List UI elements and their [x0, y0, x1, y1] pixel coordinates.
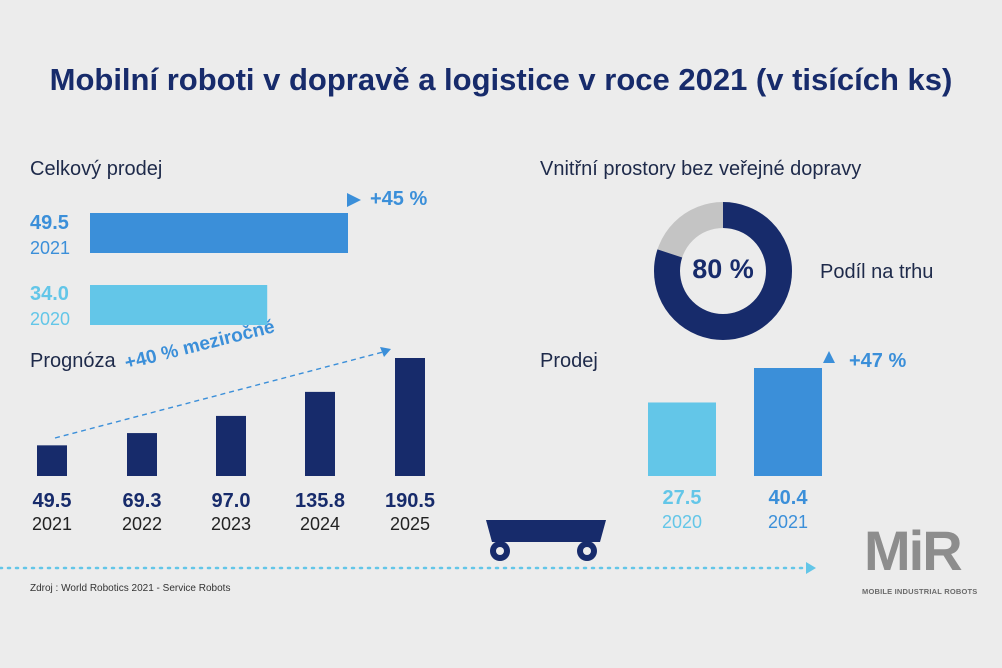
trend-arrowhead-icon [380, 347, 391, 357]
total-sales-value-2021: 49.5 [30, 212, 69, 234]
forecast-bar-2021 [37, 445, 67, 476]
forecast-title: Prognóza [30, 350, 116, 372]
forecast-value-2023: 97.0 [211, 490, 251, 512]
forecast-value-2022: 69.3 [122, 490, 162, 512]
forecast-bar-2024 [305, 391, 335, 476]
robot-hub-right-icon [583, 547, 591, 555]
mir-logo: MiR MOBILE INDUSTRIAL ROBOTS [862, 518, 992, 596]
sales-title: Prodej [540, 350, 598, 372]
total-sales-bar-2021 [90, 213, 348, 253]
growth-arrow-icon [347, 193, 361, 207]
forecast-year-2024: 2024 [299, 514, 341, 534]
timeline-arrow-icon [806, 562, 816, 574]
total-sales-value-2020: 34.0 [30, 283, 69, 305]
market-share-value: 80 % [692, 254, 754, 284]
indoor-title: Vnitřní prostory bez veřejné dopravy [540, 158, 862, 180]
forecast-year-2022: 2022 [121, 514, 163, 534]
forecast-year-2025: 2025 [389, 514, 431, 534]
total-sales-title: Celkový prodej [30, 158, 163, 180]
total-sales-year-2020: 2020 [30, 309, 71, 329]
forecast-value-2021: 49.5 [32, 490, 72, 512]
forecast-trend-line [54, 351, 384, 439]
market-share-label: Podíl na trhu [820, 261, 934, 283]
logo-subtitle: MOBILE INDUSTRIAL ROBOTS [862, 587, 978, 596]
sales-bar-2021 [754, 368, 822, 476]
page-title: Mobilní roboti v dopravě a logistice v r… [49, 62, 953, 97]
forecast-bar-2025 [395, 358, 425, 476]
sales-value-2021: 40.4 [768, 487, 808, 509]
sales-year-2021: 2021 [767, 512, 809, 532]
total-sales-bar-2020 [90, 285, 268, 325]
forecast-year-2021: 2021 [31, 514, 73, 534]
forecast-bar-2023 [216, 415, 246, 476]
robot-hub-left-icon [496, 547, 504, 555]
forecast-value-2025: 190.5 [384, 490, 436, 512]
total-sales-growth: +45 % [370, 188, 428, 210]
sales-growth: +47 % [849, 350, 907, 372]
robot-vehicle-body-icon [486, 520, 606, 542]
sales-value-2020: 27.5 [662, 487, 702, 509]
sales-year-2020: 2020 [661, 512, 703, 532]
total-sales-year-2021: 2021 [30, 238, 71, 258]
forecast-year-2023: 2023 [210, 514, 252, 534]
svg-text:MiR: MiR [864, 519, 962, 582]
mir-logo-mark: MiR [864, 519, 964, 582]
sales-growth-arrow-icon [823, 351, 835, 363]
donut-share-segment [654, 202, 792, 340]
forecast-value-2024: 135.8 [294, 490, 346, 512]
forecast-bar-2022 [127, 433, 157, 476]
source-note: Zdroj : World Robotics 2021 - Service Ro… [30, 583, 231, 594]
sales-bar-2020 [648, 402, 716, 476]
